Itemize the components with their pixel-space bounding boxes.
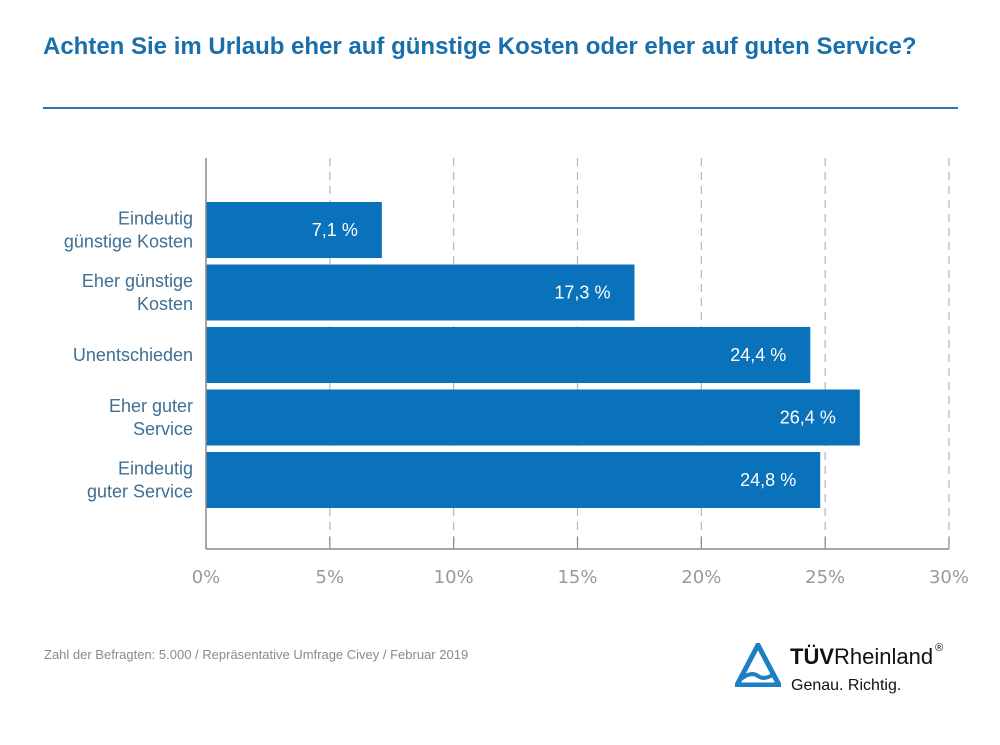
logo-brand: TÜVRheinland ® xyxy=(790,642,944,670)
category-label: Eher günstige xyxy=(82,271,193,291)
bar-chart: 7,1 % 17,3 % 24,4 % 26,4 % 24,8 % Eindeutig g… xyxy=(64,158,969,588)
data-label: 24,4 % xyxy=(730,345,786,365)
logo-tagline: Genau. Richtig. xyxy=(791,677,902,694)
tick-label: 20% xyxy=(681,567,721,588)
tick-label: 15% xyxy=(557,567,597,588)
bar xyxy=(206,202,382,258)
category-labels: Eindeutig günstige Kosten Eher günstige Kos… xyxy=(64,209,193,502)
registered-mark: ® xyxy=(935,642,944,654)
bar xyxy=(206,452,821,508)
category-label: Service xyxy=(133,419,193,439)
category-label: Eindeutig xyxy=(118,459,193,479)
category-label: günstige Kosten xyxy=(64,232,193,252)
tick-label: 5% xyxy=(316,567,345,588)
category-label: Eher guter xyxy=(109,396,193,416)
bars: 7,1 % 17,3 % 24,4 % 26,4 % 24,8 % xyxy=(206,202,860,508)
chart-title: Achten Sie im Urlaub eher auf günstige K… xyxy=(43,33,917,60)
title-divider xyxy=(43,107,958,109)
tick-label: 30% xyxy=(929,567,969,588)
bar xyxy=(206,327,811,383)
data-label: 24,8 % xyxy=(740,470,796,490)
tick-label: 25% xyxy=(805,567,845,588)
category-label: guter Service xyxy=(87,482,193,502)
source-note: Zahl der Befragten: 5.000 / Repräsentati… xyxy=(44,647,469,662)
tick-label: 0% xyxy=(192,567,221,588)
tick-labels: 0% 5% 10% 15% 20% 25% 30% xyxy=(192,567,969,588)
bar xyxy=(206,389,860,446)
axes xyxy=(205,158,950,550)
data-label: 17,3 % xyxy=(554,283,610,303)
bar xyxy=(206,264,635,321)
category-label: Unentschieden xyxy=(73,345,193,365)
data-label: 26,4 % xyxy=(780,408,836,428)
category-label: Kosten xyxy=(137,294,193,314)
tick-label: 10% xyxy=(434,567,474,588)
data-label: 7,1 % xyxy=(312,220,358,240)
category-label: Eindeutig xyxy=(118,209,193,229)
tuv-triangle-icon xyxy=(735,643,781,687)
logo-brand-bold: TÜV xyxy=(790,644,834,669)
logo-brand-regular: Rheinland xyxy=(834,644,934,669)
tuv-rheinland-logo: TÜVRheinland ® Genau. Richtig. xyxy=(735,640,975,710)
